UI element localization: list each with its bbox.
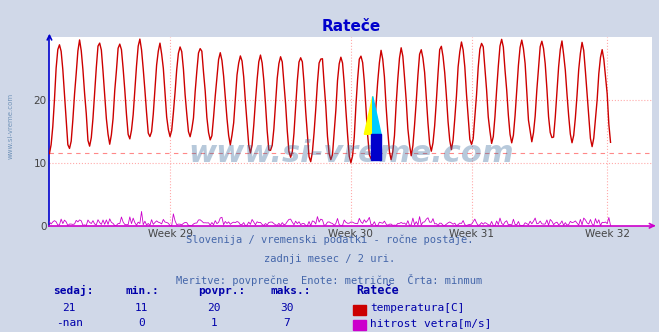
Text: 21: 21 <box>63 303 76 313</box>
Text: www.si-vreme.com: www.si-vreme.com <box>8 93 14 159</box>
Bar <box>371 134 381 160</box>
Text: maks.:: maks.: <box>270 286 310 296</box>
Text: Meritve: povprečne  Enote: metrične  Črta: minmum: Meritve: povprečne Enote: metrične Črta:… <box>177 274 482 286</box>
Text: 30: 30 <box>280 303 293 313</box>
Text: 0: 0 <box>138 318 145 328</box>
Text: min.:: min.: <box>125 286 159 296</box>
Text: zadnji mesec / 2 uri.: zadnji mesec / 2 uri. <box>264 254 395 264</box>
Text: temperatura[C]: temperatura[C] <box>370 303 465 313</box>
Text: povpr.:: povpr.: <box>198 286 245 296</box>
Text: -nan: -nan <box>56 318 82 328</box>
Text: hitrost vetra[m/s]: hitrost vetra[m/s] <box>370 318 492 328</box>
Text: Rateče: Rateče <box>356 284 399 297</box>
Text: Slovenija / vremenski podatki - ročne postaje.: Slovenija / vremenski podatki - ročne po… <box>186 234 473 245</box>
Text: www.si-vreme.com: www.si-vreme.com <box>188 139 514 168</box>
Text: 20: 20 <box>208 303 221 313</box>
Text: 7: 7 <box>283 318 290 328</box>
Polygon shape <box>373 97 381 134</box>
Title: Rateče: Rateče <box>322 19 380 34</box>
Text: 11: 11 <box>135 303 148 313</box>
Text: sedaj:: sedaj: <box>53 285 93 296</box>
Text: 1: 1 <box>211 318 217 328</box>
Polygon shape <box>364 97 373 134</box>
